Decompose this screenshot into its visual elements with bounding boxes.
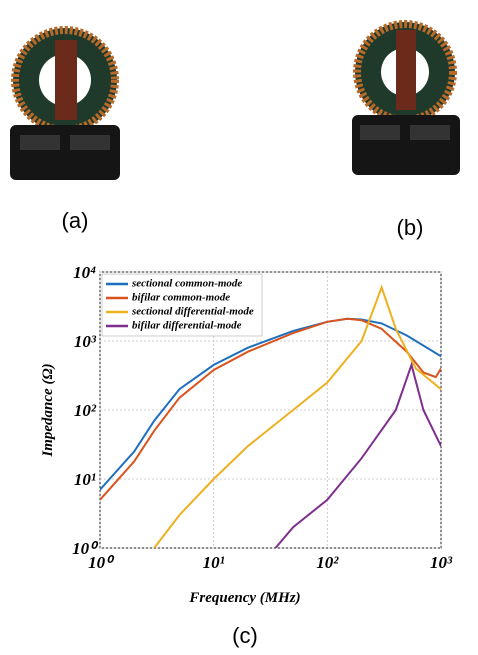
- series-line: [274, 361, 441, 548]
- photo-a: [10, 26, 120, 180]
- x-tick-label: 10¹: [203, 553, 225, 572]
- y-tick-label: 10⁴: [73, 263, 96, 282]
- y-tick-label: 10⁰: [72, 539, 99, 558]
- panel-label: (b): [397, 215, 424, 240]
- series-line: [153, 284, 441, 548]
- y-axis-label: Impedance (Ω): [40, 363, 56, 457]
- y-tick-label: 10¹: [74, 470, 96, 489]
- panel-label: (c): [232, 623, 258, 648]
- y-tick-label: 10²: [74, 401, 97, 420]
- x-tick-label: 10²: [316, 553, 339, 572]
- x-axis-label: Frequency (MHz): [188, 590, 300, 606]
- legend-label: sectional common-mode: [131, 278, 242, 290]
- legend: [101, 273, 263, 337]
- legend-label: bifilar common-mode: [132, 292, 230, 304]
- legend-label: sectional differential-mode: [131, 306, 254, 318]
- x-tick-label: 10³: [430, 553, 453, 572]
- x-tick-label: 10⁰: [88, 553, 115, 572]
- panel-label: (a): [62, 208, 89, 233]
- y-tick-label: 10³: [74, 332, 97, 351]
- series-line: [100, 317, 441, 491]
- photo-b: [352, 20, 460, 175]
- series-line: [100, 317, 441, 501]
- legend-label: bifilar differential-mode: [132, 320, 242, 332]
